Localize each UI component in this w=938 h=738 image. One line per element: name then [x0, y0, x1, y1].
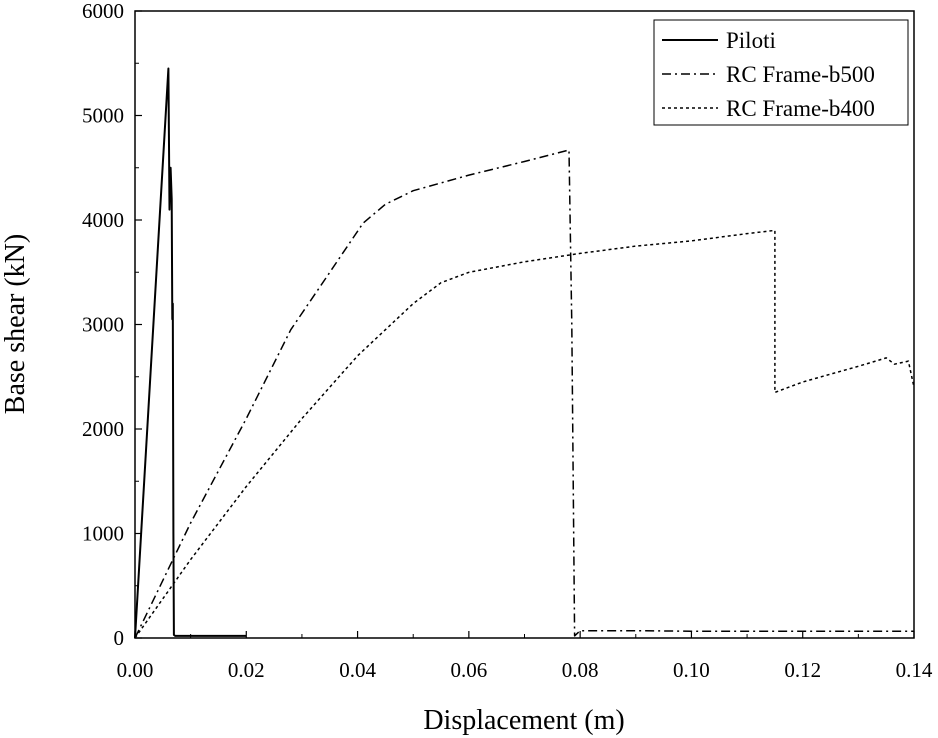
x-tick-label: 0.14: [896, 658, 933, 682]
y-axis-title: Base shear (kN): [0, 234, 31, 414]
x-tick-label: 0.08: [562, 658, 599, 682]
y-tick-label: 0: [114, 626, 125, 650]
legend-box: [653, 19, 909, 126]
series-layer: [134, 67, 915, 639]
y-tick-label: 3000: [82, 313, 124, 337]
y-tick-label: 4000: [82, 208, 124, 232]
legend-label: RC Frame-b500: [726, 62, 875, 87]
series-line-rc-frame-b400: [134, 229, 915, 639]
x-tick-label: 0.02: [228, 658, 265, 682]
x-tick-label: 0.00: [117, 658, 154, 682]
y-tick-label: 2000: [82, 417, 124, 441]
x-tick-label: 0.10: [673, 658, 710, 682]
y-tick-label: 1000: [82, 522, 124, 546]
y-tick-label: 6000: [82, 0, 124, 23]
x-tick-label: 0.06: [450, 658, 487, 682]
y-tick-label: 5000: [82, 104, 124, 128]
x-tick-label: 0.04: [339, 658, 376, 682]
x-axis-title: Displacement (m): [423, 705, 624, 736]
legend-label: RC Frame-b400: [726, 96, 875, 121]
series-line-piloti: [134, 67, 247, 639]
x-tick-label: 0.12: [784, 658, 821, 682]
series-line-rc-frame-b500: [134, 149, 914, 639]
y-axis: 0 1000 2000 3000 4000 5000 6000: [82, 0, 142, 650]
legend-label: Piloti: [726, 28, 776, 53]
x-axis: 0.00 0.02 0.04 0.06 0.08 0.10 0.12 0.14: [117, 631, 933, 682]
legend: Piloti RC Frame-b500 RC Frame-b400: [653, 19, 909, 126]
